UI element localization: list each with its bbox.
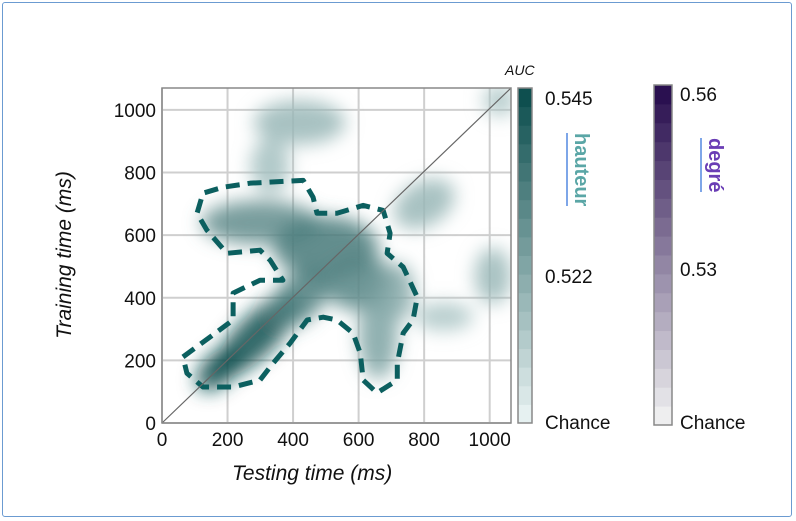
x-tick-label: 400 (277, 430, 309, 451)
colorbar-step (654, 85, 672, 105)
colorbar-step (518, 292, 532, 312)
significance-contour (180, 177, 420, 396)
colorbar-step (654, 198, 672, 218)
x-tick-label: 600 (343, 430, 375, 451)
y-tick-label: 1000 (114, 101, 156, 122)
y-axis-label: Training time (ms) (53, 171, 76, 339)
colorbar-step (518, 255, 532, 275)
colorbar-step (518, 404, 532, 424)
colorbar-step (518, 274, 532, 294)
colorbar1-tick-mid: 0.522 (545, 267, 593, 288)
colorbar-step (654, 273, 672, 294)
y-tick-label: 200 (124, 351, 156, 372)
colorbar-title: AUC (505, 62, 535, 78)
colorbar-step (654, 160, 672, 180)
y-tick-label: 600 (124, 226, 156, 247)
heatmap-blob (414, 302, 474, 331)
y-tick-label: 800 (124, 164, 156, 185)
x-tick-label: 200 (212, 430, 244, 451)
x-tick-label: 1000 (469, 430, 511, 451)
colorbar-step (518, 162, 532, 182)
colorbar-step (654, 368, 672, 388)
colorbar-step (518, 125, 532, 145)
colorbar-step (518, 143, 532, 163)
colorbar-step (654, 387, 672, 407)
colorbar-step (518, 88, 532, 108)
colorbar-step (654, 217, 672, 237)
colorbar-step (654, 255, 672, 275)
colorbar2-tick-max: 0.56 (680, 85, 717, 106)
colorbar-step (654, 179, 672, 199)
colorbar1-label-hauteur: hauteur (566, 133, 592, 207)
plot-border (161, 87, 512, 424)
colorbar-1-border (517, 87, 533, 424)
colorbar-step (654, 292, 672, 313)
colorbar-step (654, 406, 672, 426)
y-tick-label: 0 (145, 414, 156, 435)
colorbar-step (518, 106, 532, 126)
colorbar-step (518, 236, 532, 256)
x-tick-label: 0 (157, 430, 168, 451)
colorbar-2-border (653, 84, 673, 426)
heatmap-blob (381, 263, 415, 320)
heatmap-blob (474, 247, 511, 305)
heatmap-blob (253, 100, 346, 145)
colorbar-step (654, 103, 672, 124)
heatmap-blob (393, 178, 455, 229)
colorbar-step (654, 349, 672, 369)
diagonal-line (161, 87, 512, 424)
y-tick-label: 400 (124, 289, 156, 310)
x-tick-label: 800 (408, 430, 440, 451)
colorbar-step (654, 330, 672, 350)
colorbar1-tick-chance: Chance (545, 413, 611, 434)
colorbar-step (518, 385, 532, 405)
colorbar-step (654, 311, 672, 332)
colorbar-step (518, 181, 532, 201)
colorbar-step (518, 199, 532, 219)
colorbar2-tick-mid: 0.53 (680, 260, 717, 281)
colorbar1-tick-max: 0.545 (545, 89, 593, 110)
x-axis-label: Testing time (ms) (232, 462, 393, 485)
heatmap-blob (269, 267, 330, 328)
colorbar2-tick-chance: Chance (680, 413, 746, 434)
colorbar-step (518, 348, 532, 368)
colorbar2-label-degre: degré (700, 138, 726, 193)
heatmap-blob (250, 138, 290, 195)
colorbar-step (518, 311, 532, 331)
colorbar-step (654, 141, 672, 162)
colorbar-step (654, 122, 672, 143)
colorbar-step (518, 329, 532, 350)
colorbar-step (518, 367, 532, 387)
colorbar-step (518, 218, 532, 238)
heatmap (196, 88, 511, 392)
colorbar-step (654, 236, 672, 256)
